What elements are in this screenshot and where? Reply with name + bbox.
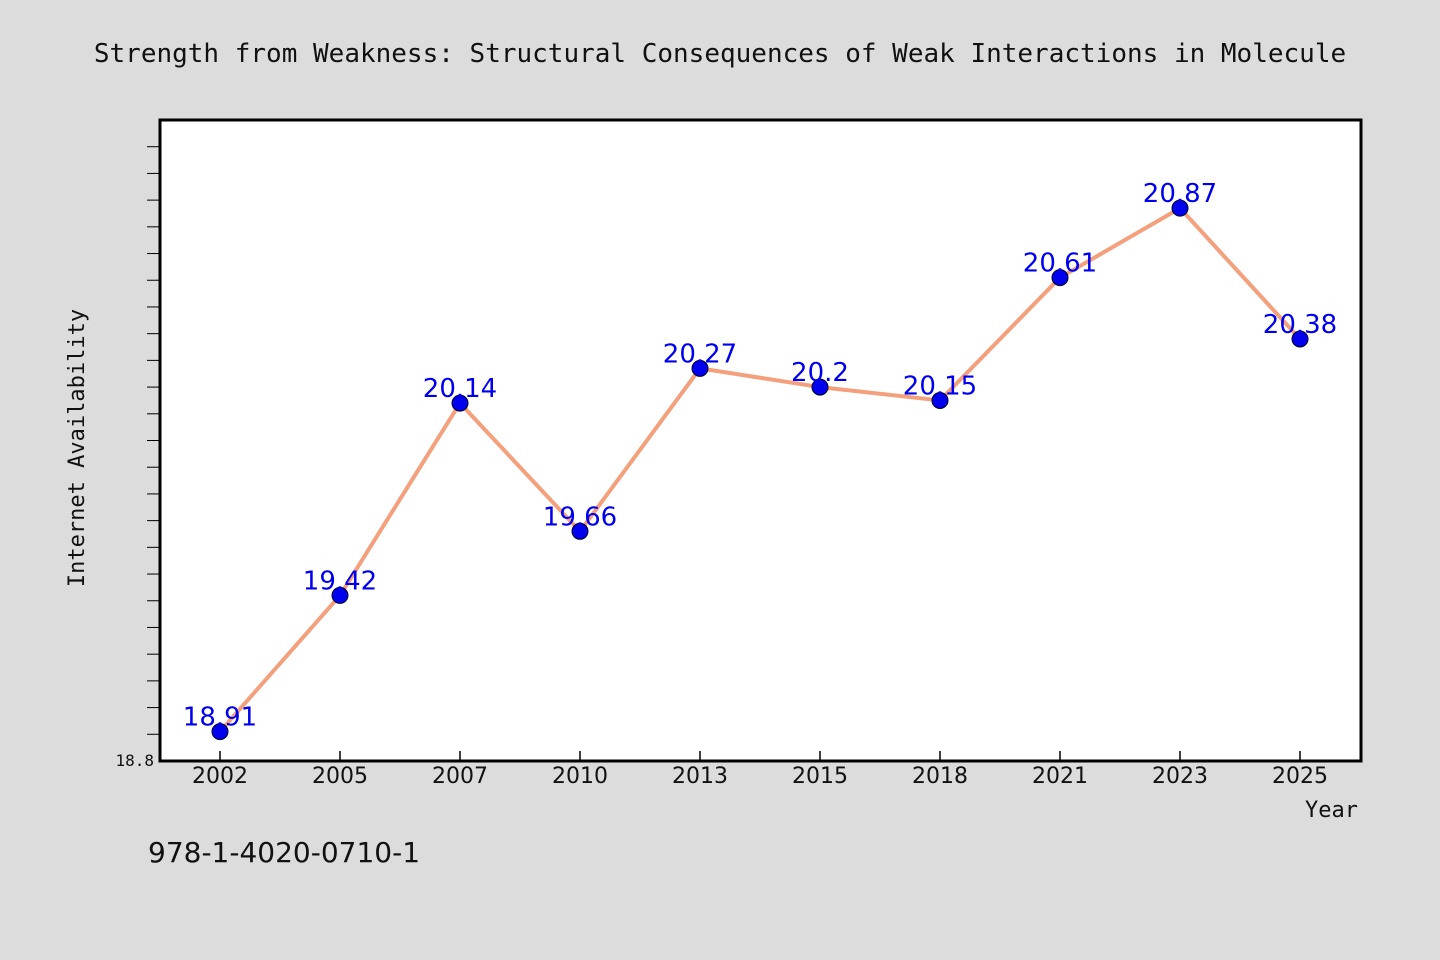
data-point-marker (571, 522, 589, 540)
footer-isbn-text: 978-1-4020-0710-1 (148, 836, 420, 869)
data-value-label: 19.66 (543, 502, 617, 532)
data-value-label: 20.87 (1143, 179, 1217, 209)
data-point-marker (811, 378, 829, 396)
x-axis-label: Year (1305, 798, 1358, 823)
x-tick-label: 2010 (552, 764, 608, 789)
x-tick-label: 2002 (192, 764, 248, 789)
axis-ticks: 18.8 2002 2005 2007 2010 2013 2015 2018 2021 2023… (115, 146, 1328, 789)
data-point-marker (451, 394, 469, 412)
data-value-label: 20.38 (1263, 310, 1337, 340)
x-tick-label: 2013 (672, 764, 728, 789)
data-point-marker (211, 723, 229, 741)
data-value-label: 20.2 (791, 358, 849, 388)
data-point-marker (331, 586, 349, 604)
x-tick-label: 2005 (312, 764, 368, 789)
plot-area (160, 120, 1361, 761)
series-layer: 18.91 19.42 20.14 19.66 20.27 20.2 20.15 20.61 2… (183, 179, 1337, 741)
data-value-label: 20.15 (903, 371, 977, 401)
x-tick-label: 2007 (432, 764, 488, 789)
x-tick-label: 2018 (912, 764, 968, 789)
data-point-marker (1291, 330, 1309, 348)
data-value-label: 18.91 (183, 703, 257, 733)
data-value-label: 20.14 (423, 374, 497, 404)
series-line (218, 206, 1302, 734)
data-point-marker (931, 391, 949, 409)
y-tick-label: 18.8 (115, 751, 154, 770)
y-axis-label: Internet Availability (65, 309, 90, 587)
plot-frame (158, 118, 1363, 763)
data-value-label: 20.27 (663, 339, 737, 369)
x-tick-label: 2015 (792, 764, 848, 789)
data-point-marker (1051, 269, 1069, 287)
data-point-marker (1171, 199, 1189, 217)
x-tick-label: 2023 (1152, 764, 1208, 789)
chart-title: Strength from Weakness: Structural Conse… (94, 39, 1346, 69)
data-value-label: 20.61 (1023, 249, 1097, 279)
x-tick-label: 2025 (1272, 764, 1328, 789)
x-tick-label: 2021 (1032, 764, 1088, 789)
data-value-label: 19.42 (303, 566, 377, 596)
data-point-marker (691, 359, 709, 377)
